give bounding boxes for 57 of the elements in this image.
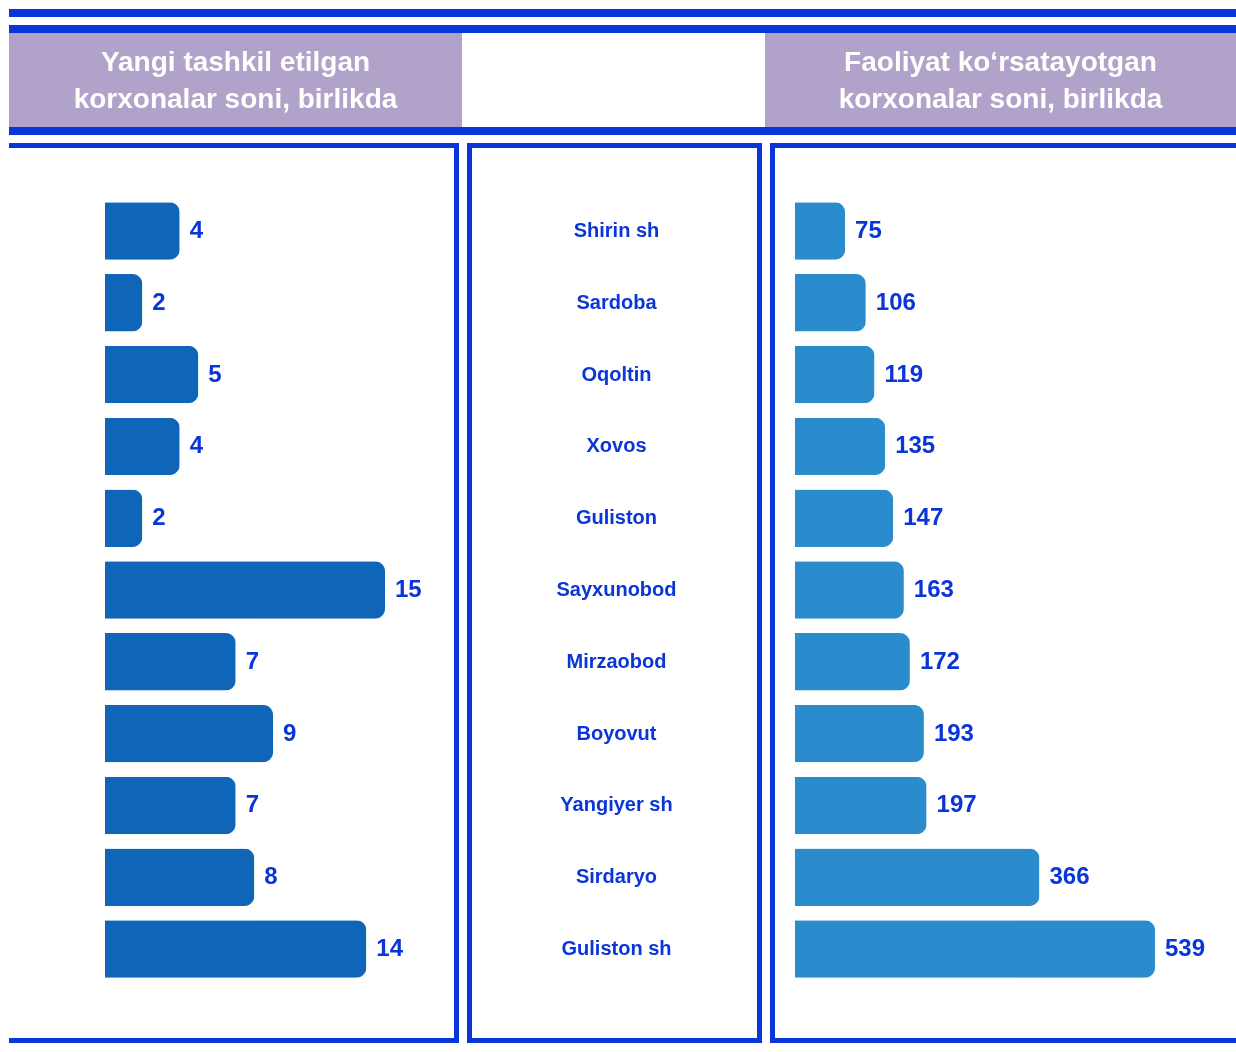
data-label: 14 xyxy=(376,934,404,962)
bar xyxy=(105,633,236,691)
bar xyxy=(795,202,846,260)
chart-title: Faoliyat ko‘rsatayotgan korxonalar soni, birlikda xyxy=(765,33,1236,127)
bar xyxy=(795,561,904,619)
bar xyxy=(795,345,875,404)
bar xyxy=(795,920,1155,978)
data-label: 7 xyxy=(245,646,260,674)
bar xyxy=(105,274,143,332)
y-tick-label: Sayxunobod xyxy=(556,578,677,600)
data-label: 75 xyxy=(855,215,882,243)
bar xyxy=(105,489,143,547)
data-label: 9 xyxy=(283,718,297,746)
bar xyxy=(105,345,199,404)
y-tick-label: Boyovut xyxy=(576,721,657,744)
y-tick-label: Xovos xyxy=(586,434,647,457)
bar xyxy=(105,202,180,260)
data-label: 119 xyxy=(884,359,924,387)
data-label: 5 xyxy=(208,359,222,387)
y-tick-label: Sirdaryo xyxy=(575,865,658,888)
bar xyxy=(795,489,894,547)
data-label: 8 xyxy=(264,862,278,890)
bar xyxy=(795,633,910,691)
data-label: 366 xyxy=(1049,862,1090,890)
bar xyxy=(795,274,866,332)
bar xyxy=(105,920,367,978)
data-label: 15 xyxy=(395,575,422,602)
bar xyxy=(795,704,924,763)
bar xyxy=(105,776,236,835)
data-label: 4 xyxy=(189,431,204,459)
data-label: 4 xyxy=(189,215,204,243)
data-label: 106 xyxy=(875,287,916,315)
chart-title: Yangi tashkil etilgan korxonalar soni, birlikda xyxy=(9,33,462,127)
data-label: 2 xyxy=(152,503,166,531)
y-tick-label: Guliston sh xyxy=(561,937,672,960)
data-label: 539 xyxy=(1165,934,1206,962)
y-tick-label: Sardoba xyxy=(576,290,658,313)
bar xyxy=(795,848,1040,906)
data-label: 163 xyxy=(913,575,954,602)
y-tick-label: Mirzaobod xyxy=(566,649,667,672)
data-label: 193 xyxy=(933,718,974,746)
y-tick-label: Shirin sh xyxy=(573,218,660,241)
data-label: 2 xyxy=(152,287,166,315)
bar xyxy=(105,704,273,763)
data-label: 147 xyxy=(903,503,944,531)
y-tick-label: Oqoltin xyxy=(581,362,652,385)
bar xyxy=(795,417,886,476)
bar xyxy=(795,776,927,835)
bar xyxy=(105,417,180,476)
data-label: 7 xyxy=(245,790,260,818)
data-label: 135 xyxy=(895,431,936,459)
data-label: 172 xyxy=(919,646,960,674)
bar xyxy=(105,848,255,906)
data-label: 197 xyxy=(936,790,977,818)
y-tick-label: Guliston xyxy=(575,506,658,529)
bar xyxy=(105,561,385,619)
y-tick-label: Yangiyer sh xyxy=(560,793,673,816)
